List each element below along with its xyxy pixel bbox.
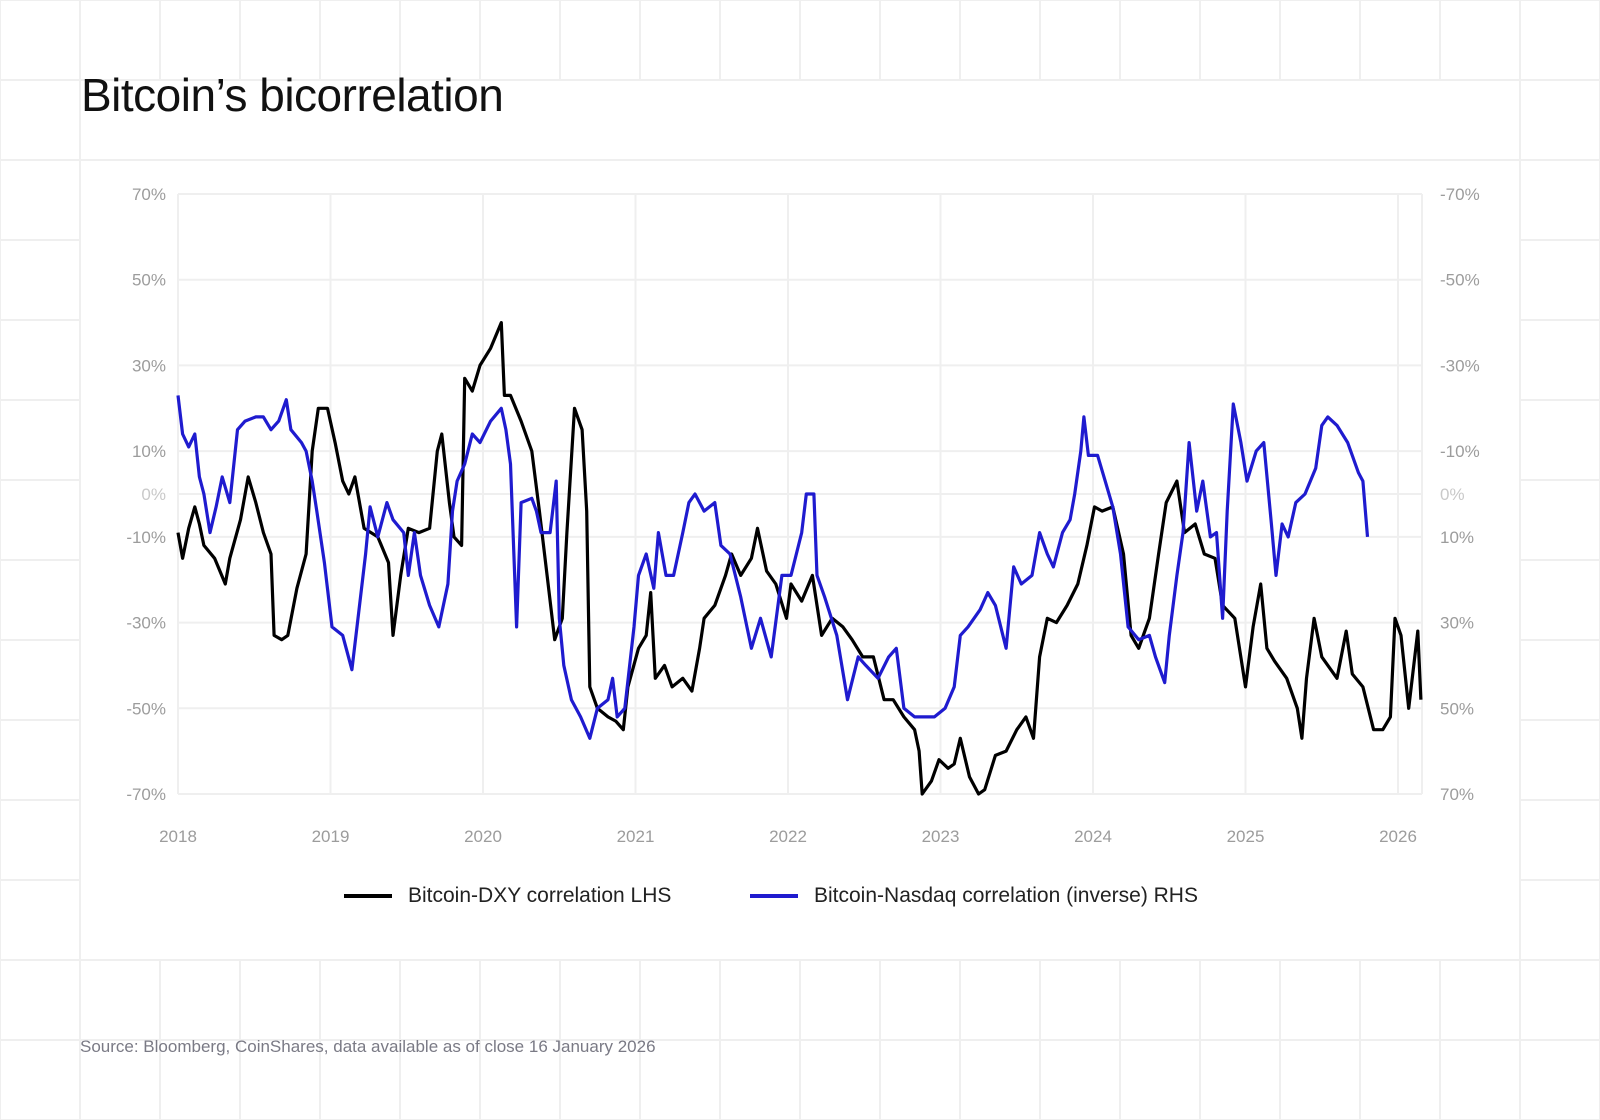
title-band	[81, 81, 1519, 159]
series-lines	[176, 321, 1423, 796]
legend-swatch-blue	[750, 894, 798, 898]
left-tick-label: 10%	[132, 442, 166, 461]
legend-item-dxy: Bitcoin-DXY correlation LHS	[344, 884, 671, 908]
left-tick-label: -10%	[126, 528, 166, 547]
x-axis-labels: 2018 2019 2020 2021 2022 2023 2024 2025 2026	[159, 827, 1417, 846]
x-tick-label: 2023	[922, 827, 960, 846]
right-tick-label: 10%	[1440, 528, 1474, 547]
legend-swatch-black	[344, 894, 392, 898]
left-tick-label: 30%	[132, 356, 166, 375]
right-axis-labels: -70% -50% -30% -10% 0% 10% 30% 50% 70%	[1440, 185, 1480, 804]
gridlines	[177, 193, 1423, 795]
chart-title: Bitcoin’s bicorrelation	[81, 69, 504, 121]
left-tick-label: -70%	[126, 785, 166, 804]
right-tick-label: 0%	[1440, 485, 1465, 504]
legend-label: Bitcoin-DXY correlation LHS	[408, 884, 672, 907]
series-line-nasdaq	[176, 395, 1370, 740]
series-line-dxy	[176, 321, 1423, 796]
right-tick-label: -30%	[1440, 356, 1480, 375]
legend-item-nasdaq: Bitcoin-Nasdaq correlation (inverse) RHS	[750, 884, 1198, 908]
left-axis-labels: 70% 50% 30% 10% 0% -10% -30% -50% -70%	[126, 185, 166, 804]
x-tick-label: 2018	[159, 827, 197, 846]
x-tick-label: 2026	[1379, 827, 1417, 846]
legend-label: Bitcoin-Nasdaq correlation (inverse) RHS	[814, 884, 1198, 907]
x-tick-label: 2019	[312, 827, 350, 846]
source-note: Source: Bloomberg, CoinShares, data avai…	[80, 1037, 656, 1056]
x-tick-label: 2021	[617, 827, 655, 846]
right-tick-label: 70%	[1440, 785, 1474, 804]
x-tick-label: 2025	[1227, 827, 1265, 846]
left-tick-label: 0%	[141, 485, 166, 504]
left-tick-label: 70%	[132, 185, 166, 204]
right-tick-label: 30%	[1440, 614, 1474, 633]
x-tick-label: 2020	[464, 827, 502, 846]
right-tick-label: -50%	[1440, 271, 1480, 290]
left-tick-label: 50%	[132, 271, 166, 290]
left-tick-label: -50%	[126, 699, 166, 718]
right-tick-label: -10%	[1440, 442, 1480, 461]
x-tick-label: 2024	[1074, 827, 1112, 846]
right-tick-label: -70%	[1440, 185, 1480, 204]
x-tick-label: 2022	[769, 827, 807, 846]
left-tick-label: -30%	[126, 614, 166, 633]
right-tick-label: 50%	[1440, 699, 1474, 718]
